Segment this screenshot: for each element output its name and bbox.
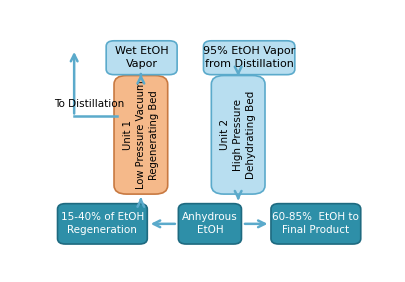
FancyBboxPatch shape — [58, 204, 147, 244]
FancyBboxPatch shape — [178, 204, 241, 244]
Text: Unit 2
High Pressure
Dehydrating Bed: Unit 2 High Pressure Dehydrating Bed — [220, 91, 256, 179]
Text: 15-40% of EtOH
Regeneration: 15-40% of EtOH Regeneration — [61, 212, 144, 235]
FancyBboxPatch shape — [106, 41, 177, 75]
Text: 60-85%  EtOH to
Final Product: 60-85% EtOH to Final Product — [273, 212, 359, 235]
Text: To Distillation: To Distillation — [54, 100, 124, 109]
Text: Anhydrous
EtOH: Anhydrous EtOH — [182, 212, 238, 235]
FancyBboxPatch shape — [203, 41, 295, 75]
FancyBboxPatch shape — [271, 204, 361, 244]
Text: Wet EtOH
Vapor: Wet EtOH Vapor — [115, 46, 168, 69]
FancyBboxPatch shape — [114, 76, 168, 194]
Text: 95% EtOH Vapor
from Distillation: 95% EtOH Vapor from Distillation — [203, 46, 295, 69]
FancyBboxPatch shape — [211, 76, 265, 194]
Text: Unit 1
Low Pressure Vacuum
Regenerating Bed: Unit 1 Low Pressure Vacuum Regenerating … — [123, 80, 159, 189]
